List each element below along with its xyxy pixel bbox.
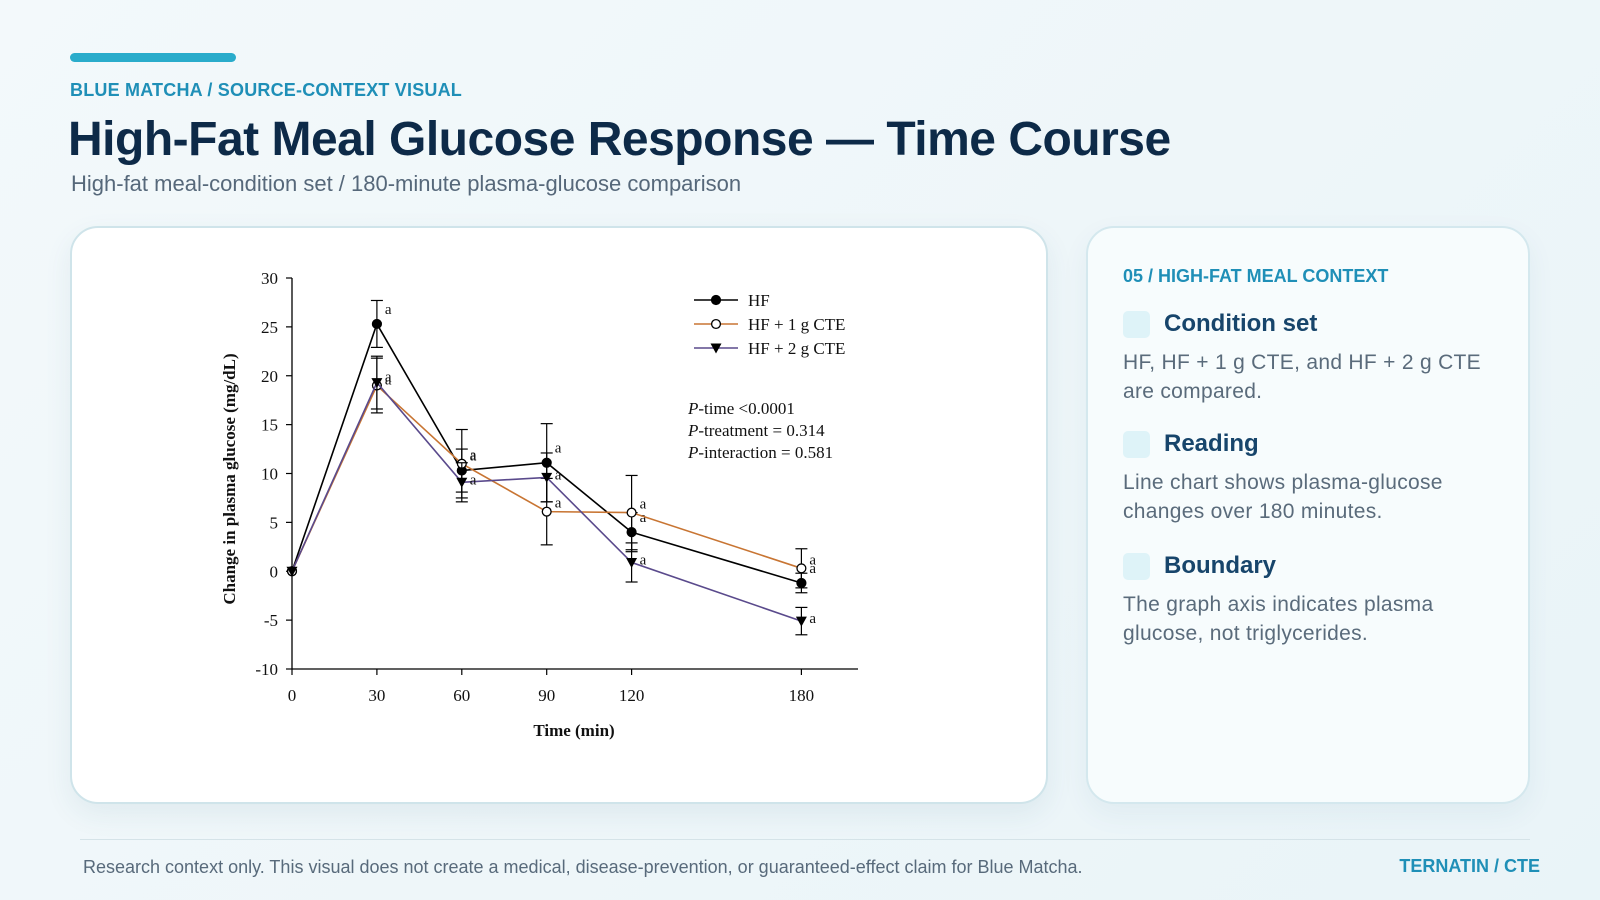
significance-label: a bbox=[640, 552, 647, 568]
significance-label: a bbox=[470, 448, 477, 464]
x-tick-label: 60 bbox=[453, 686, 470, 705]
accent-bar bbox=[70, 53, 236, 62]
data-point bbox=[456, 477, 468, 488]
x-tick-label: 0 bbox=[288, 686, 297, 705]
significance-label: a bbox=[555, 441, 562, 457]
y-tick-label: -10 bbox=[255, 660, 278, 679]
significance-label: a bbox=[809, 552, 816, 568]
data-point bbox=[541, 506, 552, 517]
data-point bbox=[796, 563, 807, 574]
y-tick-label: 10 bbox=[261, 465, 278, 484]
y-tick-label: 20 bbox=[261, 367, 278, 386]
context-item-body: Line chart shows plasma-glucose changes … bbox=[1123, 471, 1443, 523]
x-axis-label: Time (min) bbox=[533, 721, 614, 740]
x-tick-label: 30 bbox=[368, 686, 385, 705]
legend-marker bbox=[710, 318, 722, 330]
significance-label: a bbox=[809, 611, 816, 627]
significance-label: a bbox=[809, 561, 816, 577]
y-axis-label: Change in plasma glucose (mg/dL) bbox=[220, 353, 239, 604]
legend-label: HF + 1 g CTE bbox=[748, 315, 845, 334]
context-item-boundary: Boundary The graph axis indicates plasma… bbox=[1123, 552, 1483, 648]
bullet-square-icon bbox=[1123, 552, 1150, 580]
chart-card: 30 25 20 15 10 5 0 -5 -10 0 30 60 90 120 180 Time (min)… bbox=[70, 226, 1048, 804]
series-line bbox=[291, 384, 802, 572]
legend-marker bbox=[710, 343, 722, 354]
x-tick-label: 120 bbox=[619, 686, 645, 705]
y-tick-label: 5 bbox=[270, 513, 279, 532]
context-item-condition-set: Condition set HF, HF + 1 g CTE, and HF +… bbox=[1123, 310, 1483, 406]
y-tick-label: 25 bbox=[261, 318, 278, 337]
data-point bbox=[371, 318, 382, 330]
context-item-title: Condition set bbox=[1164, 310, 1318, 337]
data-point bbox=[626, 507, 637, 518]
footer-disclaimer: Research context only. This visual does … bbox=[83, 857, 1083, 877]
y-tick-label: -5 bbox=[264, 611, 278, 630]
data-point bbox=[371, 378, 383, 389]
context-item-reading: Reading Line chart shows plasma-glucose … bbox=[1123, 430, 1483, 526]
legend-label: HF + 2 g CTE bbox=[748, 339, 845, 358]
bullet-square-icon bbox=[1123, 430, 1150, 458]
significance-label: a bbox=[640, 497, 647, 513]
p-value-annotation: P-time <0.0001 bbox=[687, 399, 795, 418]
page-subtitle: High-fat meal-condition set / 180-minute… bbox=[71, 171, 742, 196]
data-point bbox=[795, 616, 807, 627]
legend-marker bbox=[710, 294, 722, 306]
data-point bbox=[626, 557, 638, 568]
context-item-title: Reading bbox=[1164, 430, 1259, 457]
significance-label: a bbox=[385, 370, 392, 386]
glucose-line-chart: 30 25 20 15 10 5 0 -5 -10 0 30 60 90 120 180 Time (min)… bbox=[220, 269, 858, 740]
data-point bbox=[541, 472, 553, 483]
y-tick-label: 15 bbox=[261, 416, 278, 435]
context-item-body: The graph axis indicates plasma glucose,… bbox=[1123, 593, 1434, 645]
section-kicker: BLUE MATCHA / SOURCE-CONTEXT VISUAL bbox=[70, 80, 462, 100]
context-kicker: 05 / HIGH-FAT MEAL CONTEXT bbox=[1123, 266, 1389, 286]
p-value-annotation: P-treatment = 0.314 bbox=[687, 421, 825, 440]
series-line bbox=[291, 381, 802, 622]
significance-label: a bbox=[555, 496, 562, 512]
x-tick-label: 90 bbox=[538, 686, 555, 705]
significance-label: a bbox=[640, 510, 647, 526]
page-title: High-Fat Meal Glucose Response — Time Co… bbox=[68, 113, 1171, 166]
series-line bbox=[291, 322, 802, 584]
footer-divider bbox=[80, 839, 1530, 840]
context-panel: 05 / HIGH-FAT MEAL CONTEXT Condition set… bbox=[1086, 226, 1530, 804]
bullet-square-icon bbox=[1123, 310, 1150, 338]
x-tick-label: 180 bbox=[789, 686, 815, 705]
significance-label: a bbox=[385, 302, 392, 318]
y-tick-label: 0 bbox=[270, 562, 279, 581]
significance-label: a bbox=[555, 467, 562, 483]
y-tick-label: 30 bbox=[261, 269, 278, 288]
context-item-body: HF, HF + 1 g CTE, and HF + 2 g CTE are c… bbox=[1123, 351, 1481, 403]
significance-label: a bbox=[470, 449, 477, 465]
context-item-title: Boundary bbox=[1164, 552, 1277, 579]
data-point bbox=[286, 566, 298, 577]
footer-tag: TERNATIN / CTE bbox=[1399, 856, 1540, 876]
legend-label: HF bbox=[748, 291, 770, 310]
p-value-annotation: P-interaction = 0.581 bbox=[687, 443, 833, 462]
significance-label: a bbox=[385, 373, 392, 389]
significance-label: a bbox=[470, 472, 477, 488]
